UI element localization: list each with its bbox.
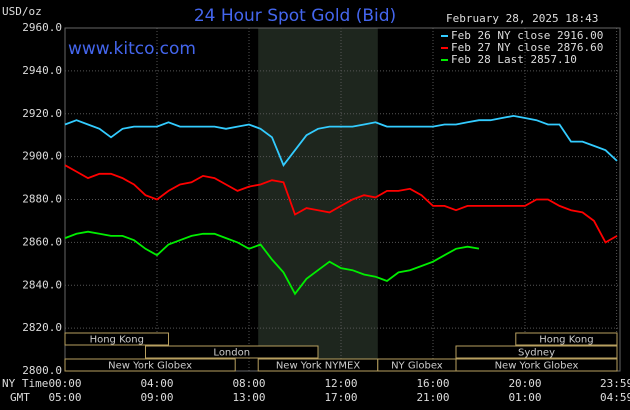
y-tick-label: 2920.0 [22, 107, 62, 120]
session-label: Hong Kong [539, 335, 593, 346]
y-tick-label: 2860.0 [22, 235, 62, 248]
series-line [64, 164, 618, 244]
y-tick-label: 2800.0 [22, 364, 62, 377]
x2-axis-label: GMT [10, 391, 30, 404]
series-line [64, 230, 480, 296]
x-tick-label: 20:00 [508, 377, 541, 390]
session-label: London [213, 348, 250, 359]
site-label: www.kitco.com [68, 39, 196, 59]
legend-label: Feb 26 NY close 2916.00 [451, 29, 603, 42]
y-tick-label: 2900.0 [22, 150, 62, 163]
x2-tick-label: 01:00 [508, 391, 541, 404]
x2-tick-label: 09:00 [140, 391, 173, 404]
session-box [455, 345, 618, 359]
session-box [515, 332, 618, 346]
y-tick-label: 2840.0 [22, 278, 62, 291]
series-line [64, 114, 618, 167]
x2-tick-label: 17:00 [324, 391, 357, 404]
session-label: Hong Kong [90, 335, 144, 346]
y-tick-label: 2880.0 [22, 193, 62, 206]
unit-label: USD/oz [2, 5, 42, 18]
chart-title: 24 Hour Spot Gold (Bid) [194, 6, 396, 26]
x-tick-label: 23:59 [600, 377, 630, 390]
session-label: Sydney [518, 348, 555, 359]
session-box [455, 358, 618, 372]
session-box [64, 358, 236, 372]
x-axis-label: NY Time [2, 377, 48, 390]
x-tick-label: 12:00 [324, 377, 357, 390]
x-tick-label: 08:00 [232, 377, 265, 390]
session-label: New York Globex [108, 361, 192, 372]
x2-tick-label: 05:00 [48, 391, 81, 404]
x-tick-label: 04:00 [140, 377, 173, 390]
session-label: New York NYMEX [276, 361, 361, 372]
legend-label: Feb 27 NY close 2876.60 [451, 41, 603, 54]
legend-label: Feb 28 Last 2857.10 [451, 53, 577, 66]
x2-tick-label: 13:00 [232, 391, 265, 404]
y-tick-label: 2960.0 [22, 21, 62, 34]
timestamp: February 28, 2025 18:43 [446, 12, 598, 25]
session-label: New York Globex [495, 361, 579, 372]
session-box [145, 345, 319, 359]
session-label: NY Globex [391, 361, 443, 372]
y-tick-label: 2940.0 [22, 64, 62, 77]
x-tick-label: 00:00 [48, 377, 81, 390]
x-tick-label: 16:00 [416, 377, 449, 390]
y-tick-label: 2820.0 [22, 321, 62, 334]
session-box [64, 332, 169, 346]
x2-tick-label: 04:59 [600, 391, 630, 404]
x2-tick-label: 21:00 [416, 391, 449, 404]
